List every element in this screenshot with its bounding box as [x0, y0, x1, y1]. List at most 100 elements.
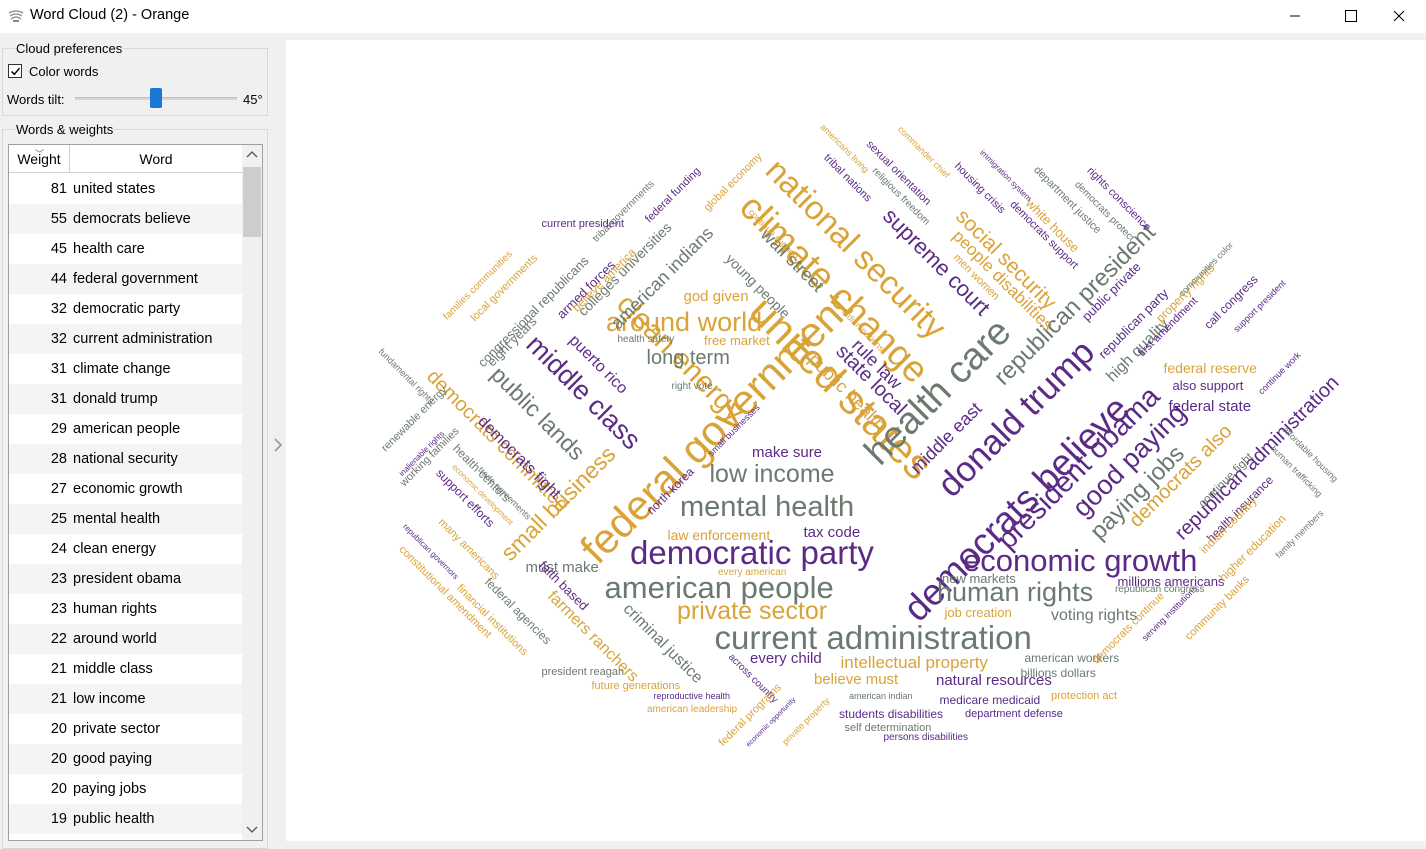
word-cell: middle class: [73, 661, 153, 677]
cloud-word: democratic party: [630, 533, 874, 571]
table-row[interactable]: 31 donald trump: [9, 384, 242, 414]
word-cell: president obama: [73, 571, 182, 587]
table-row[interactable]: 24 clean energy: [9, 534, 242, 564]
word-cell: good paying: [73, 751, 153, 767]
cloud-word: communities color: [1176, 239, 1235, 298]
scroll-up-icon[interactable]: [246, 149, 258, 159]
cloud-word: right vote: [671, 381, 713, 392]
checkmark-icon: [10, 67, 21, 76]
cloud-word: current president: [541, 217, 625, 230]
table-row[interactable]: 28 national security: [9, 444, 242, 474]
chevron-right-icon[interactable]: [272, 438, 284, 452]
cloud-word: medicare medicaid: [939, 693, 1041, 707]
words-weights-table[interactable]: ﹀ Weight Word 81 united states 55 democrats…: [8, 144, 263, 841]
weight-cell: 44: [50, 271, 67, 287]
cloud-word: call congress: [1201, 272, 1261, 332]
weight-cell: 22: [50, 631, 67, 647]
panel-splitter[interactable]: [270, 40, 286, 841]
table-body: 81 united states 55 democrats believe 45 heal…: [9, 174, 242, 834]
word-cell: paying jobs: [73, 781, 147, 797]
cloud-word: job creation: [944, 604, 1012, 620]
word-cell: low income: [73, 691, 146, 707]
weight-cell: 31: [50, 391, 67, 407]
word-cell: climate change: [73, 361, 171, 377]
cloud-word: billions dollars: [1020, 666, 1096, 680]
table-row[interactable]: 19 public health: [9, 804, 242, 834]
word-cell: mental health: [73, 511, 161, 527]
words-tilt-slider-handle[interactable]: [150, 88, 162, 108]
word-cell: american people: [73, 421, 181, 437]
table-row[interactable]: 23 human rights: [9, 594, 242, 624]
cloud-word: make sure: [752, 443, 823, 461]
cloud-word: economic growth: [963, 542, 1198, 578]
window-title: Word Cloud (2) - Orange: [30, 7, 190, 23]
orange-app-icon: [8, 10, 24, 22]
word-cell: national security: [73, 451, 178, 467]
cloud-word: students disabilities: [839, 707, 944, 721]
words-tilt-label: Words tilt:: [7, 92, 65, 107]
table-row[interactable]: 21 low income: [9, 684, 242, 714]
minimize-button[interactable]: [1272, 0, 1318, 32]
table-row[interactable]: 55 democrats believe: [9, 204, 242, 234]
word-cell: democrats believe: [73, 211, 191, 227]
word-cell: human rights: [73, 601, 157, 617]
sort-indicator-icon: ﹀: [35, 149, 45, 159]
table-row[interactable]: 31 climate change: [9, 354, 242, 384]
cloud-word: voting rights: [1051, 607, 1138, 624]
maximize-button[interactable]: [1328, 0, 1374, 32]
cloud-word: natural resources: [936, 671, 1052, 689]
weight-cell: 24: [50, 541, 67, 557]
weight-cell: 23: [50, 571, 67, 587]
title-bar: Word Cloud (2) - Orange: [0, 0, 1426, 33]
words-tilt-value: 45°: [243, 92, 263, 107]
cloud-word: protection act: [1051, 689, 1118, 702]
word-cell: clean energy: [73, 541, 157, 557]
column-header-weight[interactable]: ﹀ Weight: [9, 145, 70, 173]
table-row[interactable]: 45 health care: [9, 234, 242, 264]
cloud-word: human rights: [937, 576, 1094, 607]
table-row[interactable]: 23 president obama: [9, 564, 242, 594]
weight-cell: 31: [50, 361, 67, 377]
weight-cell: 20: [50, 781, 67, 797]
word-cell: public health: [73, 811, 155, 827]
cloud-word: current administration: [714, 618, 1032, 656]
weight-cell: 45: [50, 241, 67, 257]
weight-cell: 32: [50, 331, 67, 347]
word-cell: current administration: [73, 331, 213, 347]
table-row[interactable]: 29 american people: [9, 414, 242, 444]
table-row[interactable]: 25 mental health: [9, 504, 242, 534]
minimize-icon: [1290, 15, 1300, 17]
cloud-word: federal funding: [642, 164, 703, 225]
weight-cell: 55: [50, 211, 67, 227]
table-row[interactable]: 20 paying jobs: [9, 774, 242, 804]
table-row[interactable]: 32 democratic party: [9, 294, 242, 324]
table-row[interactable]: 44 federal government: [9, 264, 242, 294]
table-row[interactable]: 20 good paying: [9, 744, 242, 774]
cloud-word: free market: [704, 332, 770, 348]
table-row[interactable]: 21 middle class: [9, 654, 242, 684]
scrollbar-thumb[interactable]: [243, 167, 261, 237]
color-words-checkbox[interactable]: [8, 64, 22, 78]
cloud-word: future generations: [591, 679, 681, 692]
cloud-word: american people: [604, 569, 834, 605]
weight-cell: 81: [50, 181, 67, 197]
cloud-word: american leadership: [647, 704, 738, 715]
cloud-word: american workers: [1024, 651, 1120, 665]
table-row[interactable]: 20 private sector: [9, 714, 242, 744]
word-cell: around world: [73, 631, 157, 647]
word-cell: economic growth: [73, 481, 183, 497]
cloud-word: president reagan: [541, 665, 625, 678]
close-button[interactable]: [1376, 0, 1422, 32]
table-row[interactable]: 32 current administration: [9, 324, 242, 354]
scroll-down-icon[interactable]: [246, 825, 258, 835]
table-row[interactable]: 81 united states: [9, 174, 242, 204]
table-row[interactable]: 27 economic growth: [9, 474, 242, 504]
table-row[interactable]: 22 around world: [9, 624, 242, 654]
column-header-word[interactable]: Word: [139, 151, 173, 167]
words-weights-title: Words & weights: [15, 122, 115, 137]
table-scrollbar[interactable]: [242, 145, 262, 840]
cloud-word: persons disabilities: [883, 732, 969, 743]
cloud-word: department defense: [965, 707, 1063, 720]
cloud-word: long term: [646, 347, 730, 369]
word-cell: private sector: [73, 721, 161, 737]
